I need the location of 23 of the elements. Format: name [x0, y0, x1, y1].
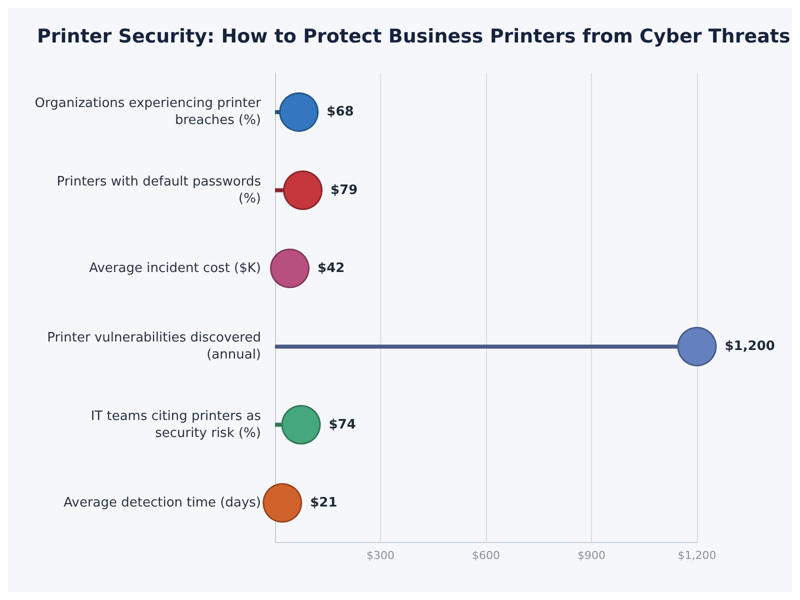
point [677, 326, 717, 366]
point [262, 483, 302, 523]
chart-title: Printer Security: How to Protect Business Printers from Cyber Threats [37, 26, 790, 48]
x-tick-label: $1,200 [678, 549, 716, 562]
y-tick-label: Organizations experiencing printer breaches (%) [34, 96, 262, 128]
x-tick-label: $300 [366, 549, 394, 562]
data-label: $74 [328, 417, 356, 432]
data-label: $21 [310, 495, 338, 510]
data-label: $68 [326, 104, 354, 120]
x-tick-label: $900 [578, 549, 606, 562]
y-tick-label: Average incident cost ($K) [89, 260, 261, 276]
y-tick-label: Average detection time (days) [64, 495, 261, 510]
data-label: $79 [330, 182, 358, 198]
point [281, 405, 321, 444]
y-tick-label: Printer vulnerabilities discovered (annual) [47, 330, 261, 363]
point [279, 92, 319, 132]
data-label: $1,200 [724, 339, 775, 354]
y-tick-label: IT teams citing printers as security risk (%) [90, 408, 262, 441]
data-label: $42 [318, 260, 345, 276]
point [270, 248, 310, 288]
y-tick-label: Printers with default passwords (%) [56, 174, 262, 206]
x-tick-label: $600 [472, 549, 500, 562]
point [283, 170, 323, 210]
